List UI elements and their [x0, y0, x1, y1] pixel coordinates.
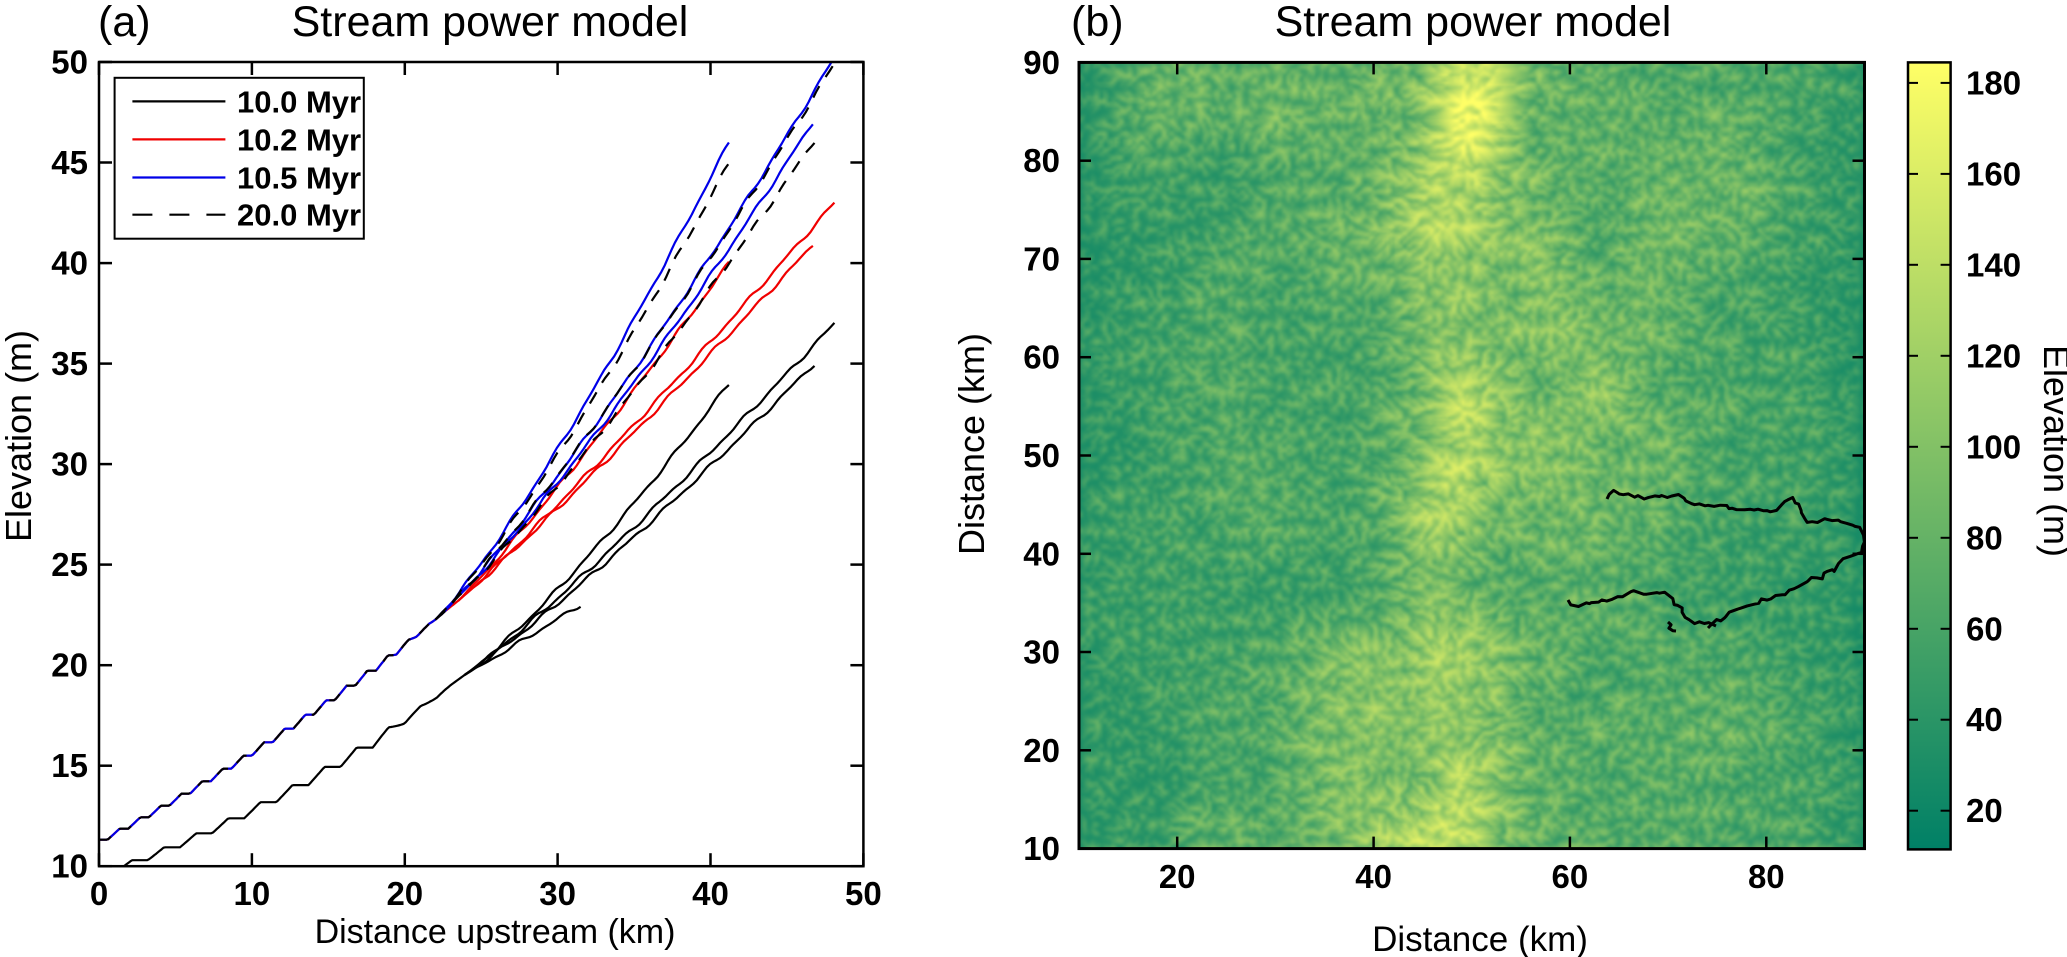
svg-text:Stream power model: Stream power model	[292, 0, 689, 46]
svg-text:30: 30	[539, 875, 576, 912]
svg-text:160: 160	[1966, 155, 2021, 192]
svg-text:50: 50	[845, 875, 882, 912]
svg-text:80: 80	[1748, 858, 1785, 895]
svg-text:60: 60	[1552, 858, 1589, 895]
svg-text:20: 20	[51, 647, 88, 684]
svg-text:25: 25	[51, 546, 88, 583]
svg-text:10.5 Myr: 10.5 Myr	[237, 161, 361, 196]
svg-text:Elevation (m): Elevation (m)	[0, 330, 39, 542]
svg-text:40: 40	[1966, 701, 2003, 738]
svg-text:20: 20	[1966, 792, 2003, 829]
svg-text:40: 40	[692, 875, 729, 912]
svg-text:10: 10	[1023, 830, 1060, 867]
svg-text:(a): (a)	[98, 0, 151, 46]
svg-text:90: 90	[1023, 44, 1060, 81]
svg-text:20: 20	[386, 875, 423, 912]
svg-text:60: 60	[1023, 339, 1060, 376]
svg-text:15: 15	[51, 747, 88, 784]
svg-text:10: 10	[51, 848, 88, 885]
svg-text:80: 80	[1966, 519, 2003, 556]
svg-text:Stream power model: Stream power model	[1275, 0, 1672, 46]
svg-text:180: 180	[1966, 64, 2021, 101]
svg-text:60: 60	[1966, 610, 2003, 647]
svg-text:30: 30	[51, 446, 88, 483]
svg-text:0: 0	[90, 875, 108, 912]
svg-text:100: 100	[1966, 428, 2021, 465]
svg-text:20: 20	[1159, 858, 1196, 895]
svg-text:40: 40	[51, 245, 88, 282]
svg-text:10.2 Myr: 10.2 Myr	[237, 122, 361, 157]
svg-text:Distance (km): Distance (km)	[1372, 920, 1588, 957]
svg-text:10.0 Myr: 10.0 Myr	[237, 84, 361, 119]
svg-text:40: 40	[1023, 535, 1060, 572]
svg-text:70: 70	[1023, 240, 1060, 277]
svg-text:Distance upstream (km): Distance upstream (km)	[315, 913, 676, 951]
svg-text:35: 35	[51, 345, 88, 382]
svg-text:30: 30	[1023, 634, 1060, 671]
svg-text:50: 50	[1023, 437, 1060, 474]
svg-text:80: 80	[1023, 142, 1060, 179]
svg-text:Distance (km): Distance (km)	[951, 333, 992, 555]
svg-text:50: 50	[51, 44, 88, 81]
svg-text:(b): (b)	[1071, 0, 1124, 46]
svg-text:Elevation (m): Elevation (m)	[2036, 345, 2067, 557]
svg-text:120: 120	[1966, 337, 2021, 374]
svg-text:20.0 Myr: 20.0 Myr	[237, 198, 361, 233]
svg-text:140: 140	[1966, 246, 2021, 283]
svg-text:45: 45	[51, 144, 88, 181]
svg-text:20: 20	[1023, 732, 1060, 769]
svg-text:10: 10	[234, 875, 271, 912]
svg-text:40: 40	[1355, 858, 1392, 895]
